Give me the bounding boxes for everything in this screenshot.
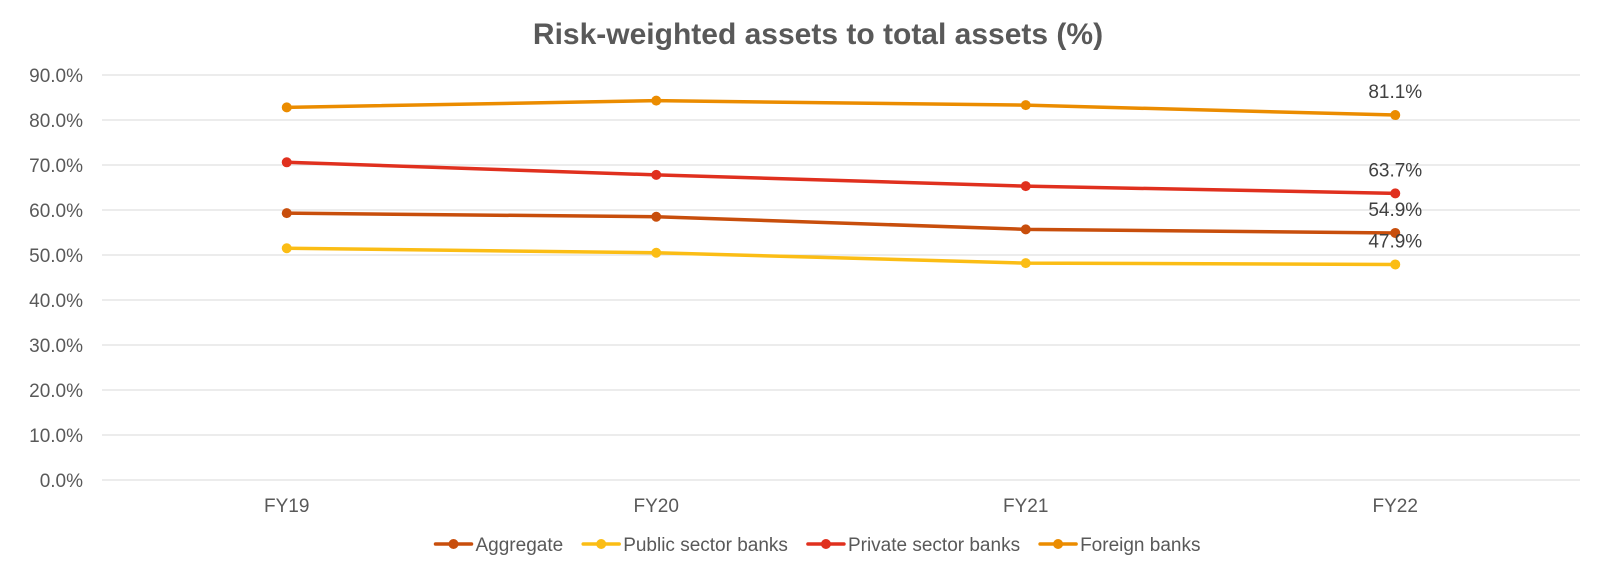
- data-label: 54.9%: [1368, 200, 1422, 221]
- data-label: 81.1%: [1368, 82, 1422, 103]
- y-tick-label: 80.0%: [29, 111, 83, 132]
- y-tick-label: 60.0%: [29, 201, 83, 222]
- legend-marker: [820, 539, 831, 549]
- data-point: [281, 157, 292, 168]
- series-line: [285, 160, 1397, 196]
- gridlines: [102, 74, 1580, 481]
- legend-marker: [1053, 539, 1064, 549]
- data-point: [1020, 258, 1031, 269]
- data-point: [651, 247, 662, 258]
- data-point: [1020, 181, 1031, 192]
- legend: Aggregate Public sector banks Private sect…: [433, 535, 1200, 556]
- y-tick-label: 10.0%: [29, 426, 83, 447]
- data-point: [1390, 110, 1401, 121]
- data-label: 63.7%: [1368, 160, 1422, 181]
- legend-label: Aggregate: [476, 535, 564, 556]
- data-point: [651, 95, 662, 106]
- legend-label: Private sector banks: [848, 535, 1020, 556]
- x-axis-ticks: FY19 FY20 FY21 FY22: [264, 496, 1418, 517]
- legend-marker: [596, 539, 607, 549]
- y-tick-label: 70.0%: [29, 156, 83, 177]
- series-line: [285, 98, 1397, 117]
- legend-marker: [448, 539, 459, 549]
- x-tick-label: FY19: [264, 496, 309, 517]
- y-tick-label: 50.0%: [29, 246, 83, 267]
- series-lines: [281, 95, 1401, 270]
- data-point: [1390, 227, 1401, 238]
- y-axis-ticks: 0.0% 10.0% 20.0% 30.0% 40.0% 50.0% 60.0% 70.0% 8…: [29, 66, 83, 492]
- legend-label: Foreign banks: [1080, 535, 1200, 556]
- data-point: [1020, 224, 1031, 235]
- data-point: [281, 208, 292, 219]
- data-point: [281, 102, 292, 113]
- legend-label: Public sector banks: [623, 535, 788, 556]
- series-line: [285, 211, 1397, 235]
- chart-title: Risk-weighted assets to total assets (%): [533, 18, 1103, 51]
- series-line: [285, 246, 1397, 267]
- data-point: [1020, 100, 1031, 111]
- x-tick-label: FY21: [1003, 496, 1048, 517]
- data-point: [1390, 259, 1401, 270]
- y-tick-label: 40.0%: [29, 291, 83, 312]
- data-point: [651, 211, 662, 222]
- x-tick-label: FY20: [634, 496, 679, 517]
- data-point: [651, 169, 662, 180]
- y-tick-label: 20.0%: [29, 381, 83, 402]
- data-label: 47.9%: [1368, 231, 1422, 252]
- y-tick-label: 0.0%: [40, 471, 83, 492]
- x-tick-label: FY22: [1373, 496, 1418, 517]
- y-tick-label: 30.0%: [29, 336, 83, 357]
- data-labels: 54.9% 47.9% 63.7% 81.1%: [1368, 82, 1422, 252]
- data-point: [1390, 188, 1401, 199]
- y-tick-label: 90.0%: [29, 66, 83, 87]
- data-point: [281, 243, 292, 254]
